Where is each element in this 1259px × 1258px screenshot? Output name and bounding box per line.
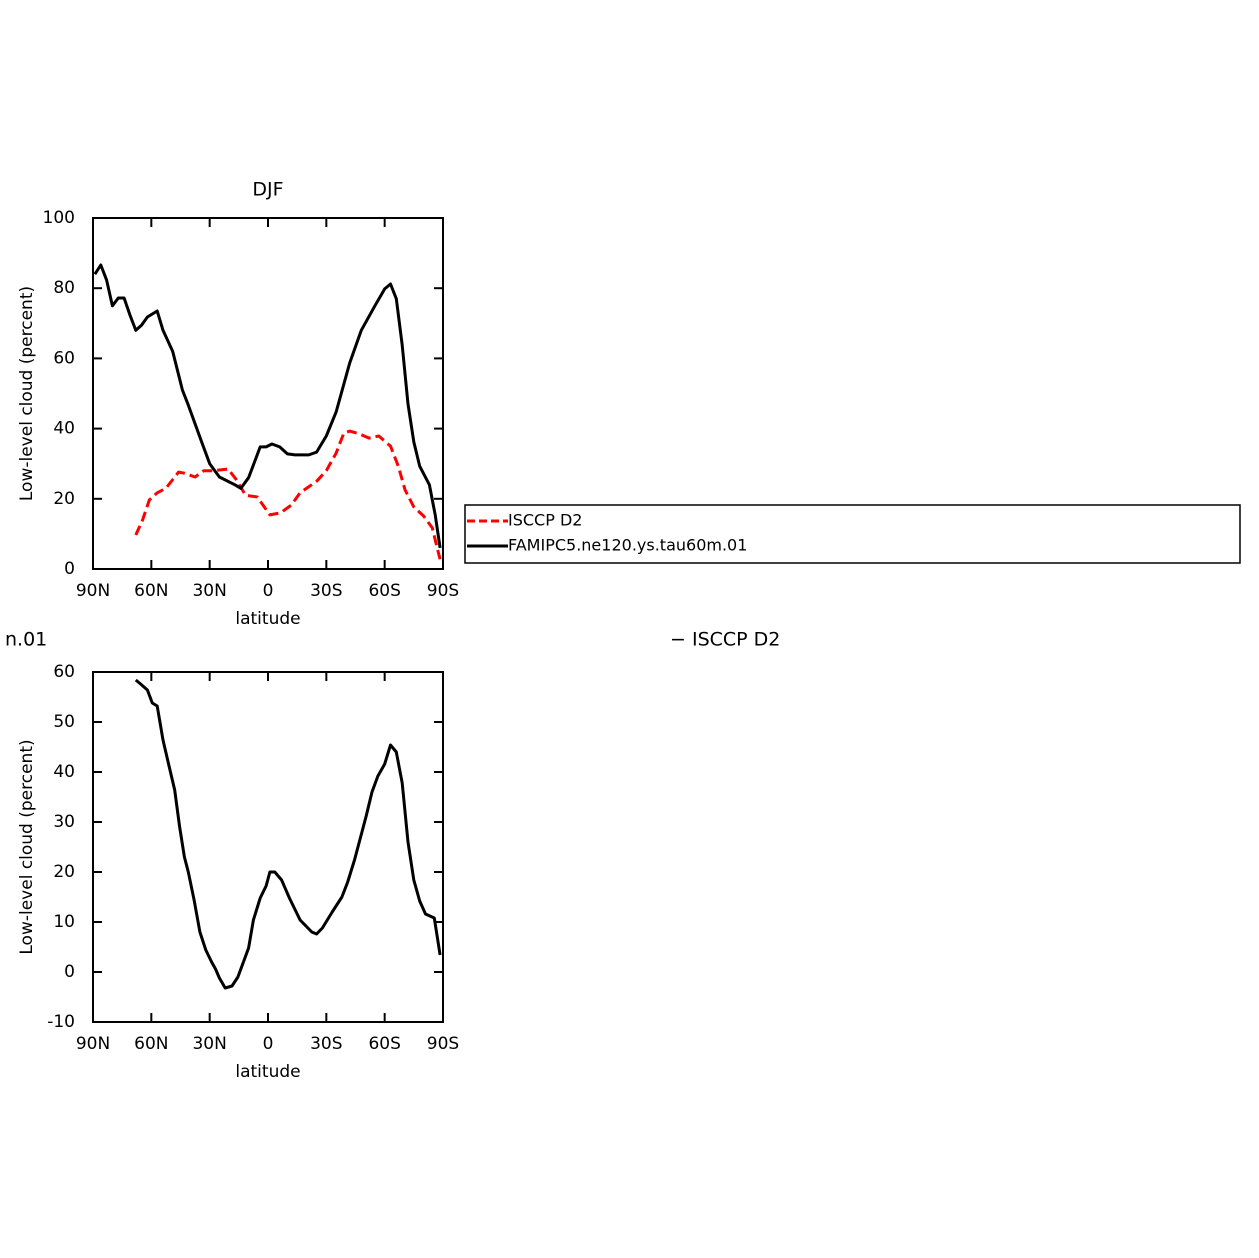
- y-tick-label: 80: [53, 278, 75, 298]
- series-line: [134, 429, 442, 560]
- plot-frame: [92, 217, 444, 570]
- x-tick-label: 60N: [134, 1034, 168, 1054]
- x-tick-label: 30S: [310, 1034, 342, 1054]
- x-tick-label: 90S: [427, 1034, 459, 1054]
- y-axis-label: Low-level cloud (percent): [17, 286, 37, 501]
- y-tick-label: 10: [53, 912, 75, 932]
- x-tick-label: 60S: [368, 1034, 400, 1054]
- y-tick-label: 100: [43, 208, 75, 228]
- x-tick-label: 0: [263, 581, 274, 601]
- y-tick-label: 0: [64, 559, 75, 579]
- y-tick-label: 60: [53, 662, 75, 682]
- y-tick-label: 30: [53, 812, 75, 832]
- x-tick-label: 30N: [192, 1034, 226, 1054]
- y-axis-label: Low-level cloud (percent): [17, 739, 37, 954]
- legend-label: FAMIPC5.ne120.ys.tau60m.01: [508, 536, 747, 555]
- y-tick-label: 20: [53, 489, 75, 509]
- y-tick-label: 0: [64, 962, 75, 982]
- x-tick-label: 0: [263, 1034, 274, 1054]
- y-tick-label: -10: [47, 1012, 75, 1032]
- x-tick-label: 60N: [134, 581, 168, 601]
- x-tick-label: 90N: [76, 1034, 110, 1054]
- y-tick-label: 40: [53, 762, 75, 782]
- annotation: − ISCCP D2: [670, 629, 780, 651]
- x-tick-label: 90S: [427, 581, 459, 601]
- plot-frame: [92, 671, 444, 1023]
- legend-label: ISCCP D2: [508, 511, 582, 530]
- chart-title: DJF: [252, 179, 283, 201]
- x-tick-label: 60S: [368, 581, 400, 601]
- x-axis-label: latitude: [235, 1062, 300, 1082]
- annotation: n.01: [5, 629, 47, 651]
- series-line: [134, 678, 442, 990]
- y-tick-label: 40: [53, 419, 75, 439]
- legend-box: [464, 504, 1241, 564]
- x-tick-label: 30N: [192, 581, 226, 601]
- y-tick-label: 60: [53, 348, 75, 368]
- y-tick-label: 20: [53, 862, 75, 882]
- series-line: [93, 263, 442, 549]
- x-tick-label: 30S: [310, 581, 342, 601]
- x-axis-label: latitude: [235, 609, 300, 629]
- y-tick-label: 50: [53, 712, 75, 732]
- x-tick-label: 90N: [76, 581, 110, 601]
